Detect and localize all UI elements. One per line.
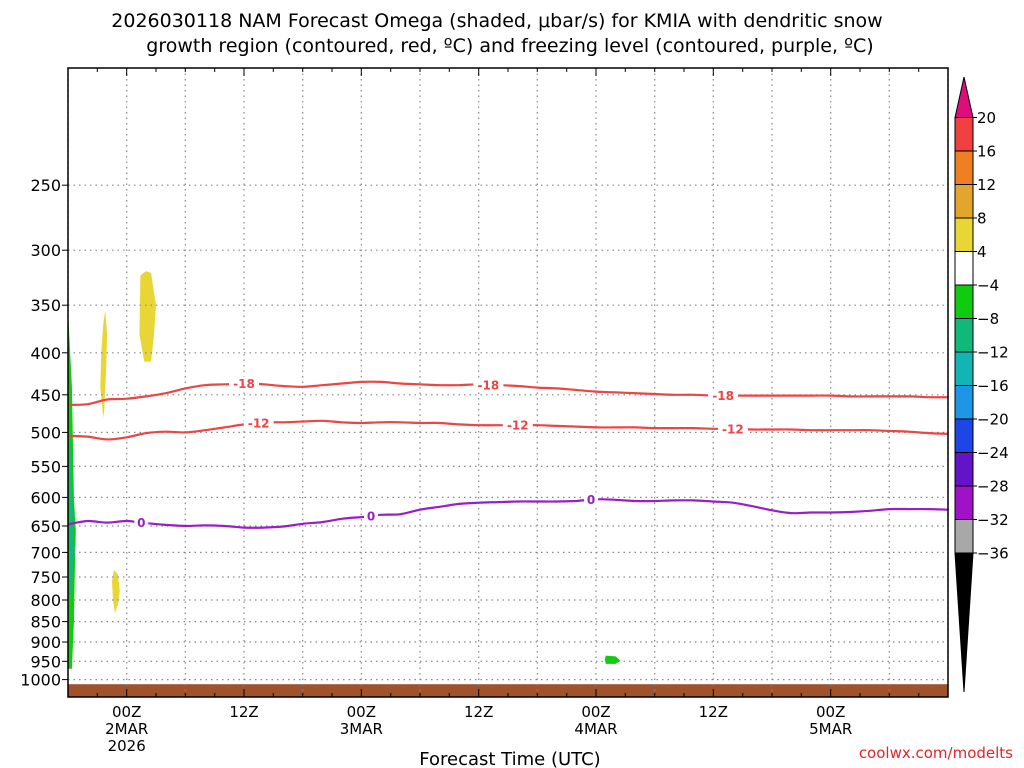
- contour-label-2-2: 0: [587, 493, 595, 507]
- credit-text: coolwx.com/modelts: [859, 744, 1013, 762]
- omega-region-5: [112, 569, 120, 614]
- colorbar-swatch-13: [954, 519, 974, 554]
- x-tick-label-12-0: 12Z: [229, 703, 258, 721]
- colorbar-label-8: −16: [977, 377, 1009, 395]
- y-tick-label-850: 850: [30, 613, 61, 632]
- y-tick-label-700: 700: [30, 543, 61, 562]
- chart-title-line1: 2026030118 NAM Forecast Omega (shaded, μ…: [111, 10, 882, 32]
- terrain-layer: [68, 684, 948, 697]
- y-tick-label-800: 800: [30, 591, 61, 610]
- y-axis-ticks: 2503003504004505005506006507007508008509…: [20, 176, 68, 690]
- y-tick-label-900: 900: [30, 633, 61, 652]
- x-tick-label-48-1: 4MAR: [574, 720, 617, 738]
- colorbar-label-2: 12: [977, 176, 996, 194]
- chart-title-line2: growth region (contoured, red, ºC) and f…: [146, 35, 873, 57]
- contour-line-2: [67, 498, 949, 529]
- colorbar-label-9: −20: [977, 411, 1009, 429]
- colorbar-swatch-10: [954, 418, 974, 453]
- colorbar-label-13: −36: [977, 545, 1009, 563]
- y-tick-label-950: 950: [30, 652, 61, 671]
- colorbar: 20 16 12 8 4 −4 −8 −12 −16 −20 −24 −28 −32 −36: [954, 76, 1009, 693]
- omega-region-3: [100, 310, 108, 418]
- y-tick-label-650: 650: [30, 517, 61, 536]
- colorbar-swatch-7: [954, 318, 974, 353]
- y-tick-label-600: 600: [30, 488, 61, 507]
- plot-frame: [67, 67, 949, 698]
- colorbar-swatch-9: [954, 385, 974, 420]
- colorbar-swatch-8: [954, 351, 974, 386]
- contour-lines: -18 -18 -18 -12 -12 -12 0 0 0: [67, 376, 949, 530]
- y-tick-label-400: 400: [30, 344, 61, 363]
- contour-label-bg-0-1: [473, 377, 504, 392]
- colorbar-label-1: 16: [977, 143, 996, 161]
- y-tick-label-550: 550: [30, 457, 61, 476]
- colorbar-label-4: 4: [977, 243, 987, 261]
- colorbar-label-10: −24: [977, 444, 1009, 462]
- y-tick-label-250: 250: [30, 176, 61, 195]
- x-tick-label-60-0: 12Z: [699, 703, 728, 721]
- colorbar-swatch-3: [954, 184, 974, 219]
- contour-label-0-1: -18: [478, 378, 500, 392]
- contour-label-2-0: 0: [137, 516, 145, 530]
- omega-region-6: [604, 655, 621, 664]
- colorbar-swatch-12: [954, 485, 974, 520]
- contour-label-0-0: -18: [233, 377, 255, 391]
- grid-lines: [67, 68, 949, 697]
- y-tick-label-300: 300: [30, 241, 61, 260]
- x-tick-label-72-1: 5MAR: [809, 720, 852, 738]
- colorbar-label-6: −8: [977, 310, 999, 328]
- contour-label-1-2: -12: [722, 422, 744, 436]
- colorbar-top-arrow: [954, 76, 974, 118]
- x-axis-label: Forecast Time (UTC): [419, 749, 600, 768]
- colorbar-swatch-11: [954, 452, 974, 487]
- contour-label-bg-2-0: [134, 515, 149, 530]
- y-tick-label-750: 750: [30, 568, 61, 587]
- y-tick-label-450: 450: [30, 386, 61, 405]
- colorbar-swatch-1: [954, 117, 974, 152]
- x-tick-label-36-0: 12Z: [464, 703, 493, 721]
- x-tick-label-0-0: 00Z: [112, 703, 141, 721]
- x-tick-label-24-1: 3MAR: [340, 720, 383, 738]
- colorbar-swatch-6: [954, 284, 974, 319]
- x-tick-label-48-0: 00Z: [581, 703, 610, 721]
- colorbar-label-5: −4: [977, 277, 999, 295]
- contour-label-bg-2-2: [584, 492, 599, 507]
- contour-label-bg-0-2: [708, 388, 739, 403]
- colorbar-label-7: −12: [977, 344, 1009, 362]
- contour-label-bg-1-2: [717, 421, 748, 436]
- colorbar-bottom-arrow: [954, 552, 974, 693]
- x-tick-label-72-0: 00Z: [816, 703, 845, 721]
- colorbar-label-0: 20: [977, 109, 996, 127]
- x-tick-label-0-2: 2026: [108, 737, 146, 755]
- omega-region-2: [70, 432, 75, 600]
- colorbar-label-12: −32: [977, 511, 1009, 529]
- colorbar-swatch-5: [954, 251, 974, 286]
- x-tick-label-0-1: 2MAR: [105, 720, 148, 738]
- y-tick-label-350: 350: [30, 296, 61, 315]
- contour-line-0: [67, 380, 949, 407]
- contour-label-1-1: -12: [507, 419, 529, 433]
- contour-label-bg-2-1: [364, 508, 379, 523]
- colorbar-label-3: 8: [977, 210, 987, 228]
- colorbar-label-11: −28: [977, 478, 1009, 496]
- x-tick-label-24-0: 00Z: [347, 703, 376, 721]
- omega-region-4: [139, 271, 156, 362]
- terrain-band: [68, 684, 948, 697]
- contour-label-bg-1-0: [243, 415, 274, 430]
- contour-label-bg-0-0: [229, 376, 259, 391]
- omega-shading: [68, 271, 621, 669]
- colorbar-swatch-4: [954, 217, 974, 252]
- contour-label-2-1: 0: [367, 509, 375, 523]
- y-tick-label-1000: 1000: [20, 671, 61, 690]
- contour-label-bg-1-1: [502, 418, 533, 433]
- colorbar-swatch-2: [954, 150, 974, 185]
- contour-label-1-0: -12: [248, 416, 270, 430]
- y-tick-label-500: 500: [30, 423, 61, 442]
- contour-label-0-2: -18: [712, 389, 734, 403]
